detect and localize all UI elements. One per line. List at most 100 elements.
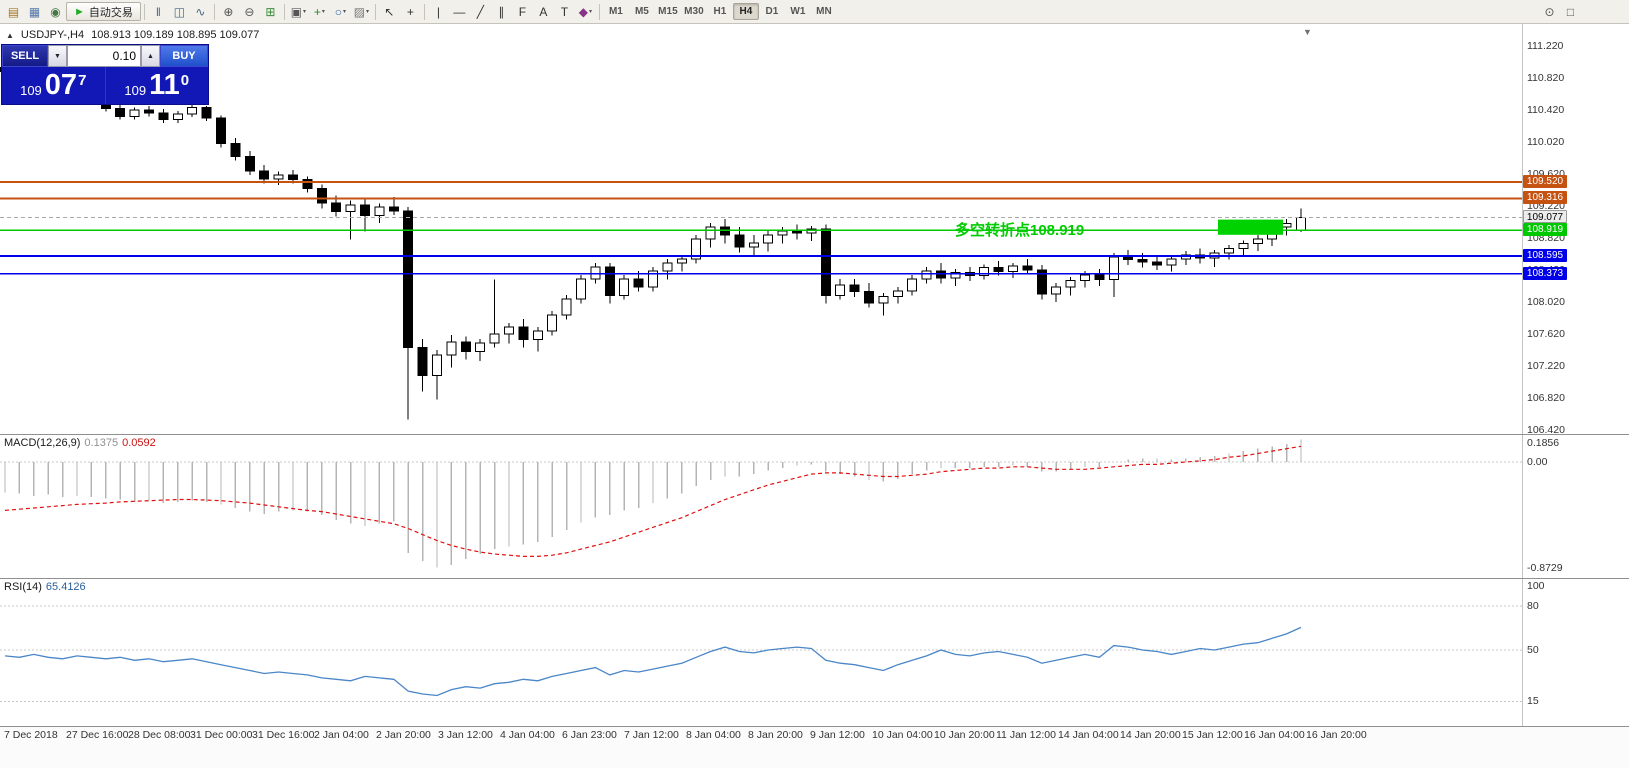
rsi-axis-label: 100 bbox=[1527, 580, 1545, 592]
toolbar-separator bbox=[213, 3, 215, 20]
timeframe-w1-button[interactable]: W1 bbox=[785, 3, 811, 20]
timeframe-h1-button[interactable]: H1 bbox=[707, 3, 733, 20]
time-axis-label: 14 Jan 20:00 bbox=[1120, 729, 1181, 741]
time-axis-label: 16 Jan 20:00 bbox=[1306, 729, 1367, 741]
zoom-out-icon[interactable]: ⊖ bbox=[239, 2, 260, 21]
toolbar-separator bbox=[283, 3, 285, 20]
bid-big-figure: 109 bbox=[20, 83, 42, 98]
chat-icon[interactable]: □ bbox=[1560, 2, 1581, 21]
dropdown-arrow-icon: ▾ bbox=[321, 9, 325, 15]
ask-point: 0 bbox=[180, 72, 190, 89]
chart-title: ▲ USDJPY-,H4 108.913 109.189 108.895 109… bbox=[6, 29, 259, 41]
timeframe-m15-button[interactable]: M15 bbox=[655, 3, 681, 20]
auto-trading-label: 自动交易 bbox=[88, 6, 133, 19]
search-icon[interactable]: ⊙ bbox=[1539, 2, 1560, 21]
ask-big-figure: 109 bbox=[124, 83, 147, 98]
trendline-icon[interactable]: ╱ bbox=[470, 2, 491, 21]
candlestick-chart-icon[interactable]: ◫ bbox=[169, 2, 190, 21]
auto-trading-icon: ► bbox=[74, 5, 85, 18]
macd-signal-value: 0.0592 bbox=[122, 437, 156, 449]
arrows-icon[interactable]: ◆ ▾ bbox=[575, 2, 596, 21]
new-order-icon[interactable]: ▤ bbox=[3, 2, 24, 21]
rsi-axis-label: 50 bbox=[1527, 644, 1539, 656]
price-axis-label: 107.220 bbox=[1527, 360, 1565, 372]
macd-axis-label: -0.8729 bbox=[1527, 561, 1563, 574]
bid-point: 7 bbox=[78, 72, 87, 89]
time-axis-label: 16 Jan 04:00 bbox=[1244, 729, 1305, 741]
time-axis-label: 8 Jan 04:00 bbox=[686, 729, 741, 741]
horizontal-line-icon[interactable]: ― bbox=[449, 2, 470, 21]
toolbar-separator bbox=[143, 3, 145, 20]
indicators-icon[interactable]: + ▾ bbox=[309, 2, 330, 21]
pivot-annotation-text: 多空转折点108.919 bbox=[955, 222, 1085, 239]
volume-decrease-button[interactable]: ▼ bbox=[48, 45, 67, 67]
macd-axis-label: 0.00 bbox=[1527, 456, 1548, 468]
volume-increase-button[interactable]: ▲ bbox=[141, 45, 160, 67]
dropdown-arrow-icon: ▾ bbox=[343, 9, 347, 15]
dropdown-arrow-icon: ▾ bbox=[589, 9, 593, 15]
macd-axis-label: 0.1856 bbox=[1527, 437, 1560, 449]
rsi-value: 65.4126 bbox=[45, 581, 86, 593]
timeframe-mn-button[interactable]: MN bbox=[811, 3, 837, 20]
text-label-icon[interactable]: T bbox=[554, 2, 575, 21]
time-axis-label: 10 Jan 20:00 bbox=[934, 729, 995, 741]
auto-trading-button[interactable]: ► 自动交易 bbox=[66, 2, 141, 21]
crosshair-icon[interactable]: + bbox=[400, 2, 421, 21]
one-click-collapse-icon[interactable]: ▲ bbox=[6, 30, 14, 40]
zoom-in-icon[interactable]: ⊕ bbox=[218, 2, 239, 21]
timeframe-m1-button[interactable]: M1 bbox=[603, 3, 629, 20]
time-axis-label: 15 Jan 12:00 bbox=[1182, 729, 1243, 741]
timeframe-m5-button[interactable]: M5 bbox=[629, 3, 655, 20]
tile-windows-icon[interactable]: ⊞ bbox=[260, 2, 281, 21]
sell-button[interactable]: SELL bbox=[2, 45, 48, 67]
cursor-icon[interactable]: ↖ bbox=[379, 2, 400, 21]
vertical-line-icon[interactable]: | bbox=[428, 2, 449, 21]
fibonacci-icon[interactable]: F bbox=[512, 2, 533, 21]
rsi-panel-separator[interactable] bbox=[0, 578, 1629, 579]
toolbar-separator bbox=[423, 3, 425, 20]
volume-input[interactable] bbox=[67, 45, 141, 67]
ask-price[interactable]: 109 11 0 bbox=[104, 67, 209, 104]
time-axis-label: 2 Jan 04:00 bbox=[314, 729, 369, 741]
periods-icon[interactable]: ○ ▾ bbox=[330, 2, 351, 21]
bar-chart-icon[interactable]: ‖ bbox=[148, 2, 169, 21]
time-axis-label: 10 Jan 04:00 bbox=[872, 729, 933, 741]
macd-panel-separator[interactable] bbox=[0, 434, 1629, 435]
price-axis-label: 108.020 bbox=[1527, 296, 1565, 308]
time-axis-label: 4 Jan 04:00 bbox=[500, 729, 555, 741]
chart-shift-marker[interactable]: ▼ bbox=[1303, 27, 1312, 37]
price-axis-label: 110.020 bbox=[1527, 136, 1565, 148]
time-axis-label: 31 Dec 16:00 bbox=[252, 729, 315, 741]
bid-pips: 07 bbox=[44, 69, 78, 101]
templates-icon[interactable]: ▨ ▾ bbox=[351, 2, 372, 21]
toolbar-right-group: ⊙ □ bbox=[1539, 0, 1581, 23]
time-axis-label: 8 Jan 20:00 bbox=[748, 729, 803, 741]
rsi-axis-label: 80 bbox=[1527, 599, 1539, 612]
macd-indicator-name: MACD(12,26,9) bbox=[4, 437, 81, 449]
buy-button[interactable]: BUY bbox=[160, 45, 208, 67]
bid-price[interactable]: 109 07 7 bbox=[2, 67, 105, 104]
price-axis-label: 106.420 bbox=[1527, 424, 1565, 436]
macd-label: MACD(12,26,9) 0.1375 0.0592 bbox=[4, 437, 156, 449]
ohlc-values: 108.913 109.189 108.895 109.077 bbox=[91, 29, 260, 41]
time-axis-label: 14 Jan 04:00 bbox=[1058, 729, 1119, 741]
time-axis-label: 6 Jan 23:00 bbox=[562, 729, 617, 741]
charts-icon[interactable]: ▦ bbox=[24, 2, 45, 21]
time-axis-label: 11 Jan 12:00 bbox=[996, 729, 1056, 741]
text-icon[interactable]: A bbox=[533, 2, 554, 21]
one-click-trading-panel: SELL ▼ ▲ BUY 109 07 7 109 11 0 bbox=[1, 44, 209, 105]
price-axis-label: 110.420 bbox=[1527, 104, 1565, 116]
timeframe-h4-button[interactable]: H4 bbox=[732, 3, 759, 20]
time-axis-label: 7 Jan 12:00 bbox=[624, 729, 679, 741]
new-chart-icon[interactable]: ▣ ▾ bbox=[288, 2, 309, 21]
market-watch-icon[interactable]: ◉ bbox=[45, 2, 66, 21]
timeframe-d1-button[interactable]: D1 bbox=[759, 3, 785, 20]
timeframe-m30-button[interactable]: M30 bbox=[681, 3, 707, 20]
price-badge: 109.077 bbox=[1523, 210, 1567, 224]
line-chart-icon[interactable]: ∿ bbox=[190, 2, 211, 21]
toolbar: ▤ ▦ ◉ ► 自动交易 ‖ ◫ ∿ ⊕ ⊖ ⊞ ▣ ▾ + ▾ ○ ▾ ▨ ▾ ↖ + | ― ╱ ∥ F A T ◆ ▾ M1 M5 M15… bbox=[0, 0, 1629, 24]
time-axis-label: 2 Jan 20:00 bbox=[376, 729, 431, 741]
equidistant-channel-icon[interactable]: ∥ bbox=[491, 2, 512, 21]
